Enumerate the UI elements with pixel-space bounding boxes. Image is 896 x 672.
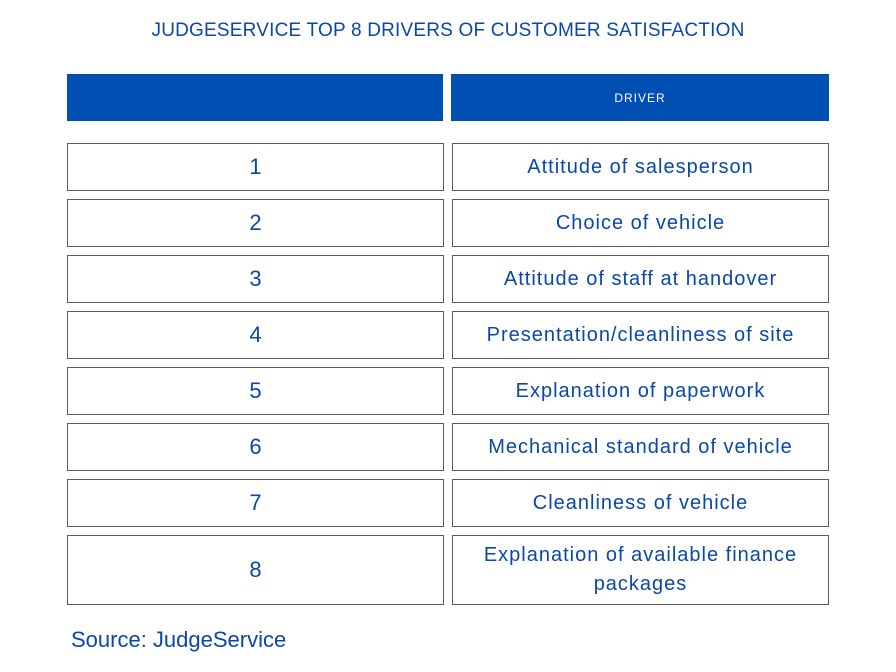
driver-cell: Explanation of paperwork: [452, 367, 829, 415]
driver-cell: Presentation/cleanliness of site: [452, 311, 829, 359]
rank-cell: 1: [67, 143, 444, 191]
table-header-driver: DRIVER: [451, 74, 829, 121]
rank-cell: 8: [67, 535, 444, 605]
page-title: JUDGESERVICE TOP 8 DRIVERS OF CUSTOMER S…: [151, 20, 745, 41]
driver-cell: Attitude of salesperson: [452, 143, 829, 191]
rank-cell: 4: [67, 311, 444, 359]
driver-cell: Mechanical standard of vehicle: [452, 423, 829, 471]
rank-cell: 3: [67, 255, 444, 303]
driver-cell: Explanation of available finance package…: [452, 535, 829, 605]
rank-cell: 7: [67, 479, 444, 527]
driver-cell: Cleanliness of vehicle: [452, 479, 829, 527]
driver-cell: Choice of vehicle: [452, 199, 829, 247]
driver-cell: Attitude of staff at handover: [452, 255, 829, 303]
rank-cell: 6: [67, 423, 444, 471]
rank-cell: 5: [67, 367, 444, 415]
table-header-rank: [67, 74, 443, 121]
rank-cell: 2: [67, 199, 444, 247]
source-note: Source: JudgeService: [71, 627, 287, 652]
